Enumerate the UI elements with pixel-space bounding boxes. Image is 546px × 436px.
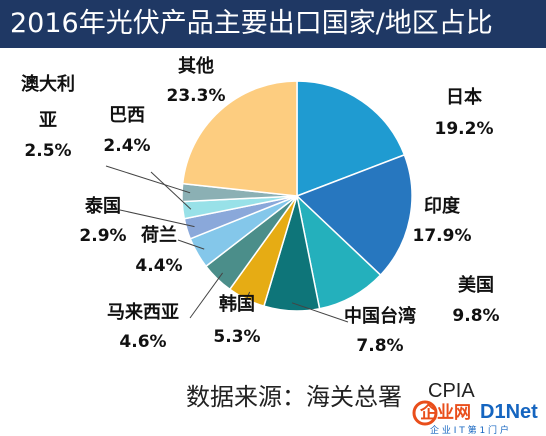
watermark-slogan: 企 业 I T 第 1 门 户 (430, 424, 509, 436)
pie-chart: 日本 19.2% 印度 17.9% 美国 9.8% 中国台湾 7.8% 韩国 5.3% 马来西亚 4.… (21, 55, 500, 356)
slice-percent: 4.6% (119, 332, 166, 352)
slice-label: 中国台湾 (344, 305, 416, 327)
slice-label: 澳大利 (21, 73, 75, 95)
pie-slice (181, 80, 298, 197)
slice-label: 印度 (424, 195, 461, 217)
slice-label: 巴西 (109, 105, 145, 126)
slice-percent: 2.9% (79, 226, 126, 246)
leader-line (105, 165, 191, 194)
slice-label: 泰国 (84, 195, 121, 217)
slice-percent: 19.2% (435, 119, 494, 139)
watermark-brand: 企业网 (419, 402, 471, 423)
leader-line (150, 171, 192, 210)
title-bar: 2016年光伏产品主要出口国家/地区占比 (0, 0, 546, 48)
leader-line (291, 302, 349, 323)
leader-line (189, 272, 224, 319)
slice-label: 荷兰 (141, 224, 177, 246)
slice-percent: 2.5% (24, 141, 71, 161)
slice-label-continued: 亚 (39, 110, 57, 131)
slice-percent: 9.8% (452, 306, 499, 326)
slice-percent: 23.3% (167, 86, 226, 106)
leader-line (245, 291, 251, 301)
watermark-brand-latin: D1Net (480, 401, 538, 423)
slice-label: 其他 (178, 55, 214, 77)
watermark-logo: 企业网 D1Net 企 业 I T 第 1 门 户 (412, 400, 538, 436)
slice-label: 日本 (446, 86, 482, 108)
slice-percent: 2.4% (103, 136, 150, 156)
leader-line (119, 209, 195, 228)
leader-line (177, 239, 205, 250)
slice-percent: 17.9% (413, 226, 472, 246)
pie-slice (295, 153, 413, 277)
slice-percent: 4.4% (135, 256, 182, 276)
data-source-note: 数据来源：海关总署 (186, 383, 402, 411)
chart-title: 2016年光伏产品主要出口国家/地区占比 (10, 8, 493, 39)
slice-label: 美国 (458, 274, 494, 296)
slice-percent: 7.8% (356, 336, 403, 356)
pie-slice (296, 80, 406, 198)
slice-label: 韩国 (219, 293, 255, 315)
slice-label: 马来西亚 (107, 302, 179, 323)
slice-percent: 5.3% (213, 327, 260, 347)
data-source-org: CPIA (428, 380, 475, 402)
